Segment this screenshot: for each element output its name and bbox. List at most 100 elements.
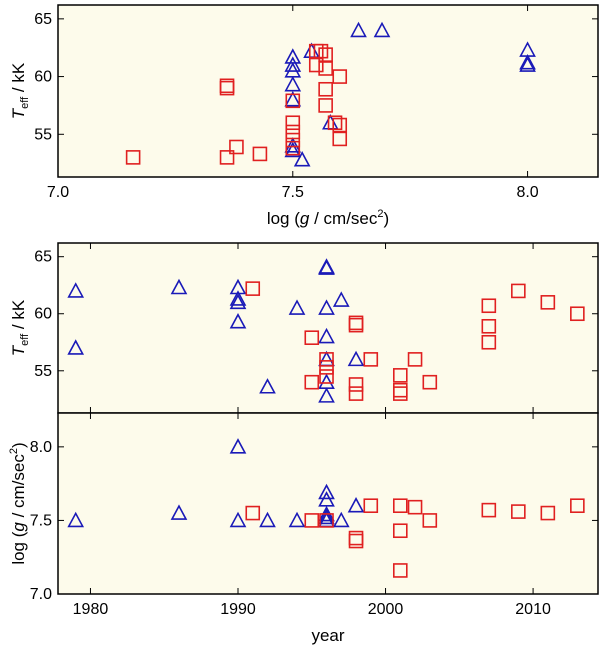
- square-marker: [363, 352, 379, 367]
- triangle-marker: [350, 21, 367, 38]
- triangle-marker: [318, 299, 335, 315]
- square-marker: [481, 298, 497, 314]
- y-tick-label: 60: [34, 306, 52, 323]
- triangle-marker: [347, 350, 365, 367]
- square-marker: [304, 374, 320, 390]
- square-marker: [319, 513, 334, 528]
- square-marker: [285, 115, 301, 131]
- square-marker: [570, 306, 585, 322]
- square-marker: [540, 295, 556, 310]
- square-marker: [304, 513, 320, 528]
- triangle-marker: [170, 504, 188, 520]
- y-tick-label: 7.5: [30, 512, 52, 529]
- y-axis-label-top: Teff / kK: [9, 62, 31, 119]
- triangle-marker: [229, 438, 247, 454]
- square-marker: [245, 505, 261, 521]
- square-marker: [252, 146, 268, 162]
- x-tick-label: 1980: [73, 601, 109, 618]
- square-marker: [481, 502, 497, 518]
- square-marker: [285, 132, 301, 148]
- square-marker: [285, 93, 301, 109]
- square-marker: [511, 504, 526, 519]
- triangle-marker: [284, 48, 302, 64]
- plot-area-middle: [57, 242, 599, 414]
- square-marker: [422, 513, 438, 528]
- triangle-marker: [293, 150, 311, 167]
- triangle-marker: [347, 497, 365, 513]
- triangle-marker: [284, 56, 302, 72]
- y-tick-label: 7.0: [30, 586, 52, 603]
- triangle-marker: [229, 511, 247, 528]
- square-marker: [392, 368, 408, 383]
- square-marker: [318, 47, 333, 62]
- triangle-marker: [519, 41, 536, 57]
- y-tick-label: 55: [34, 363, 52, 380]
- triangle-marker: [288, 299, 306, 315]
- triangle-marker: [332, 511, 350, 528]
- square-marker: [540, 505, 556, 521]
- square-marker: [319, 352, 334, 367]
- square-marker: [511, 283, 526, 299]
- triangle-marker: [229, 278, 247, 295]
- triangle-marker: [284, 75, 302, 92]
- x-tick-label: 1990: [220, 601, 256, 618]
- square-marker: [245, 281, 261, 296]
- plot-area-bottom: [57, 412, 599, 595]
- square-marker: [348, 386, 364, 401]
- square-marker: [481, 334, 497, 350]
- square-marker: [407, 352, 423, 367]
- triangle-marker: [259, 378, 276, 394]
- x-tick-label: 7.0: [47, 184, 69, 201]
- square-marker: [229, 139, 244, 155]
- square-marker: [304, 330, 320, 345]
- x-axis-label-top: log (g / cm/sec2): [267, 208, 389, 228]
- triangle-marker: [259, 511, 276, 528]
- y-tick-label: 8.0: [30, 439, 52, 456]
- triangle-marker: [229, 313, 247, 329]
- triangle-marker: [519, 54, 536, 70]
- square-marker: [318, 81, 333, 97]
- square-marker: [219, 78, 235, 94]
- triangle-marker: [318, 508, 335, 525]
- triangle-marker: [229, 290, 247, 306]
- square-marker: [422, 374, 438, 390]
- square-marker: [318, 98, 333, 113]
- triangle-marker: [318, 373, 335, 389]
- y-axis-label-middle: Teff / kK: [9, 299, 31, 356]
- square-marker: [319, 369, 334, 384]
- y-tick-label: 55: [34, 126, 52, 143]
- y-tick-label: 65: [34, 249, 52, 266]
- x-axis-label-bottom: year: [311, 626, 344, 645]
- square-marker: [348, 315, 364, 331]
- square-marker: [285, 124, 301, 140]
- x-tick-label: 2010: [515, 601, 551, 618]
- triangle-marker: [170, 278, 188, 295]
- square-marker: [348, 530, 364, 546]
- x-tick-label: 2000: [368, 601, 404, 618]
- triangle-marker: [229, 293, 247, 310]
- square-marker: [407, 499, 423, 515]
- triangle-marker: [284, 137, 302, 153]
- square-marker: [363, 498, 379, 514]
- square-marker: [392, 382, 408, 398]
- square-marker: [570, 498, 585, 514]
- triangle-marker: [284, 90, 302, 107]
- triangle-marker: [67, 282, 85, 298]
- square-marker: [327, 115, 343, 131]
- square-marker: [319, 360, 334, 375]
- square-marker: [332, 117, 348, 133]
- triangle-marker: [373, 21, 391, 38]
- square-marker: [308, 57, 324, 73]
- square-marker: [313, 43, 329, 59]
- y-axis-label-bottom: log (g / cm/sec2): [8, 442, 28, 564]
- triangle-marker: [332, 291, 350, 307]
- square-marker: [392, 523, 408, 539]
- triangle-marker: [318, 258, 335, 274]
- triangle-marker: [284, 141, 302, 158]
- triangle-marker: [318, 483, 335, 500]
- x-tick-label: 7.5: [282, 184, 304, 201]
- square-marker: [285, 140, 301, 156]
- square-marker: [392, 563, 408, 578]
- triangle-marker: [67, 339, 85, 355]
